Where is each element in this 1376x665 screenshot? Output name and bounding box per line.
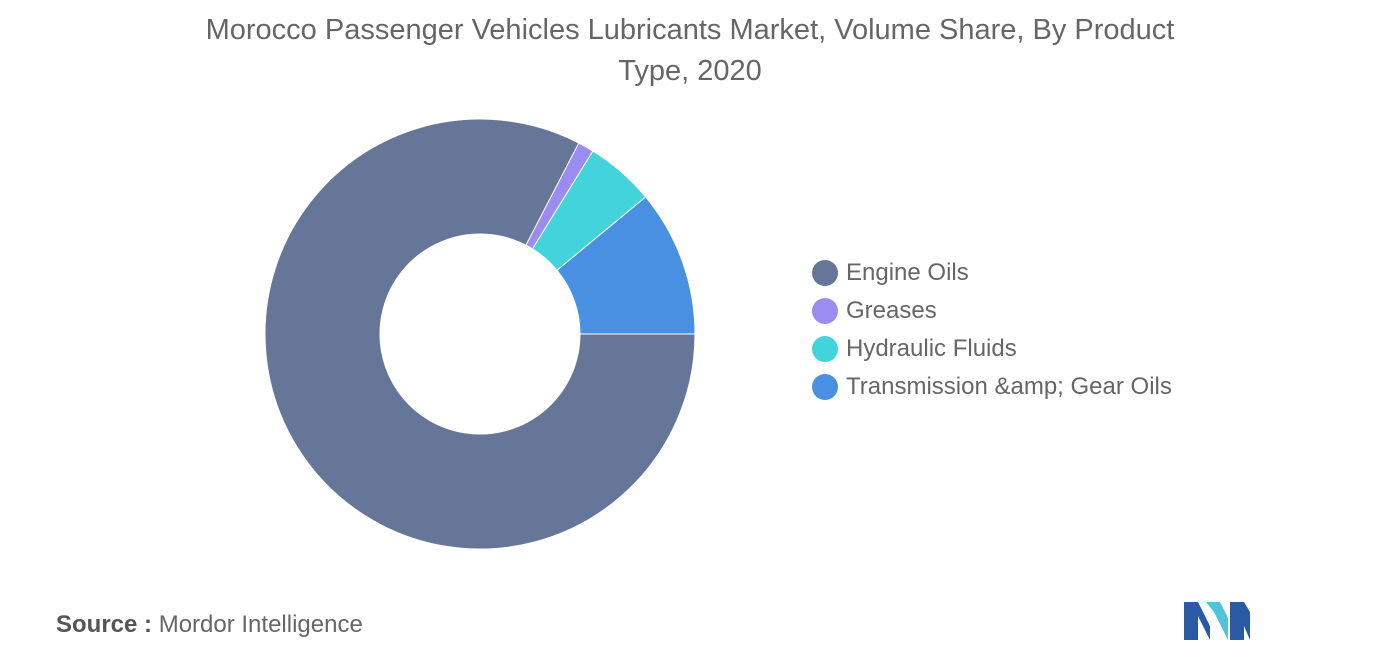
chart-title-line-2: Type, 2020: [618, 55, 762, 87]
legend-swatch-transmission-gear-oils: [812, 374, 838, 400]
chart-title: Morocco Passenger Vehicles Lubricants Ma…: [0, 10, 1376, 92]
mordor-intelligence-logo-icon: [1184, 602, 1250, 640]
donut-slices: [264, 118, 696, 550]
chart-title-line-1: Morocco Passenger Vehicles Lubricants Ma…: [205, 14, 1175, 46]
legend-swatch-engine-oils: [812, 260, 838, 286]
source-name: Mordor Intelligence: [158, 611, 363, 638]
legend-item-engine-oils[interactable]: Engine Oils: [812, 254, 1172, 292]
legend-item-hydraulic-fluids[interactable]: Hydraulic Fluids: [812, 330, 1172, 368]
source-label: Source :: [56, 611, 153, 638]
donut-slice-transmission-amp-gear-oils[interactable]: [556, 196, 696, 335]
legend-label-transmission-gear-oils: Transmission &amp; Gear Oils: [846, 373, 1172, 400]
logo-shape-left: [1184, 602, 1210, 640]
logo-shape-middle: [1206, 602, 1228, 640]
source-note: Source : Mordor Intelligence: [56, 611, 363, 639]
legend-item-transmission-gear-oils[interactable]: Transmission &amp; Gear Oils: [812, 368, 1172, 406]
logo-shape-right: [1230, 602, 1250, 640]
legend-item-greases[interactable]: Greases: [812, 292, 1172, 330]
legend-label-greases: Greases: [846, 297, 937, 324]
legend-swatch-greases: [812, 298, 838, 324]
legend-label-hydraulic-fluids: Hydraulic Fluids: [846, 335, 1017, 362]
donut-slice-engine-oils[interactable]: [264, 118, 696, 550]
chart-legend: Engine Oils Greases Hydraulic Fluids Tra…: [812, 254, 1172, 406]
legend-label-engine-oils: Engine Oils: [846, 259, 969, 286]
legend-swatch-hydraulic-fluids: [812, 336, 838, 362]
